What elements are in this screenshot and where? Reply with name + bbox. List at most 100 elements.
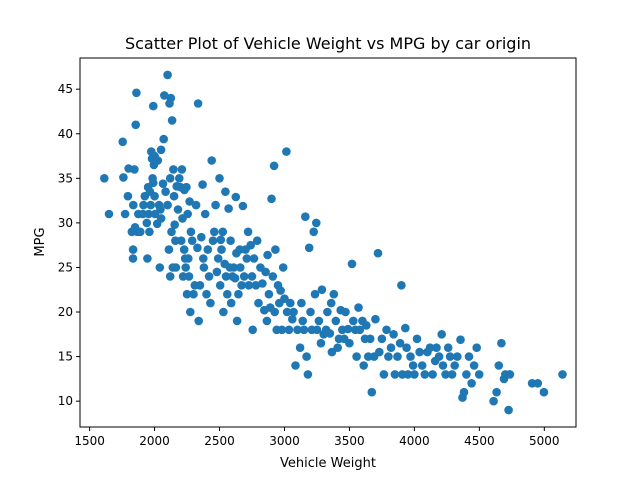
data-point [306,307,315,317]
data-point [298,316,308,326]
y-tick-label: 35 [58,171,73,185]
data-point [302,352,311,361]
data-point [234,289,243,299]
data-point [341,307,350,317]
data-point [238,201,248,211]
data-point [182,289,192,299]
data-point [462,370,471,379]
data-point [143,254,152,263]
data-point [197,232,206,242]
data-point [211,200,220,210]
data-point [299,325,309,335]
data-point [415,347,424,357]
data-point [104,209,114,219]
data-point [175,174,184,183]
data-point [208,236,218,245]
data-point [170,220,179,229]
data-point [276,286,285,295]
data-point [128,254,138,263]
data-point [345,338,354,348]
data-point [159,134,168,144]
data-point [129,200,138,210]
data-point [453,352,462,361]
data-point [194,316,203,326]
data-point [149,178,158,188]
data-point [179,245,189,254]
data-point [393,352,402,361]
data-point [262,316,272,326]
x-tick-label: 1500 [74,434,105,448]
data-point [183,209,192,219]
data-point [130,165,139,174]
data-point [165,272,175,281]
data-point [193,99,203,108]
data-point [347,259,357,269]
data-point [469,361,479,370]
data-point [206,298,215,308]
data-point [150,191,159,201]
y-tick-label: 45 [58,82,73,96]
data-point [386,343,396,353]
data-point [467,379,476,388]
data-point [432,343,441,353]
data-point [251,281,261,290]
chart-title: Scatter Plot of Vehicle Weight vs MPG by… [125,34,531,53]
data-point [420,370,430,379]
data-point [443,343,453,353]
data-point [261,267,270,277]
data-point [146,200,155,210]
data-point [226,298,236,308]
x-axis-label: Vehicle Weight [280,456,376,471]
data-point [286,298,295,308]
data-point [359,361,369,370]
data-point [355,325,365,335]
data-point [533,379,543,388]
data-point [445,352,455,361]
data-point [384,352,393,361]
data-point [243,227,253,237]
data-point [166,93,176,103]
data-point [317,285,327,295]
data-point [397,281,406,290]
data-point [173,205,183,214]
data-point [406,352,415,361]
data-point [447,370,457,379]
data-point [264,289,274,299]
data-point [177,165,187,174]
data-point [242,254,252,263]
y-tick-label: 20 [58,305,73,319]
data-point [155,263,165,272]
data-point [123,191,133,201]
data-point [326,298,336,308]
data-point [310,289,320,299]
data-point [456,335,465,345]
data-point [215,174,224,183]
data-point [232,316,242,326]
data-point [230,273,240,283]
data-point [489,396,498,406]
data-point [193,243,202,253]
data-point [291,361,300,370]
data-point [428,370,437,379]
data-point [425,343,435,353]
data-point [164,245,174,254]
data-point [176,236,186,245]
y-tick-label: 25 [58,260,73,274]
data-point [271,245,280,254]
data-point [301,212,310,221]
data-point [309,227,319,237]
data-point [223,289,232,299]
data-point [254,298,263,308]
data-point [158,179,168,188]
data-point [169,165,178,174]
x-tick-label: 4500 [464,434,495,448]
data-point [186,227,196,237]
data-point [367,387,377,397]
data-point [459,387,469,397]
data-point [464,352,474,361]
y-tick-label: 30 [58,216,73,230]
data-point [215,281,225,290]
data-point [312,325,322,335]
data-point [204,272,214,281]
data-point [297,298,306,308]
